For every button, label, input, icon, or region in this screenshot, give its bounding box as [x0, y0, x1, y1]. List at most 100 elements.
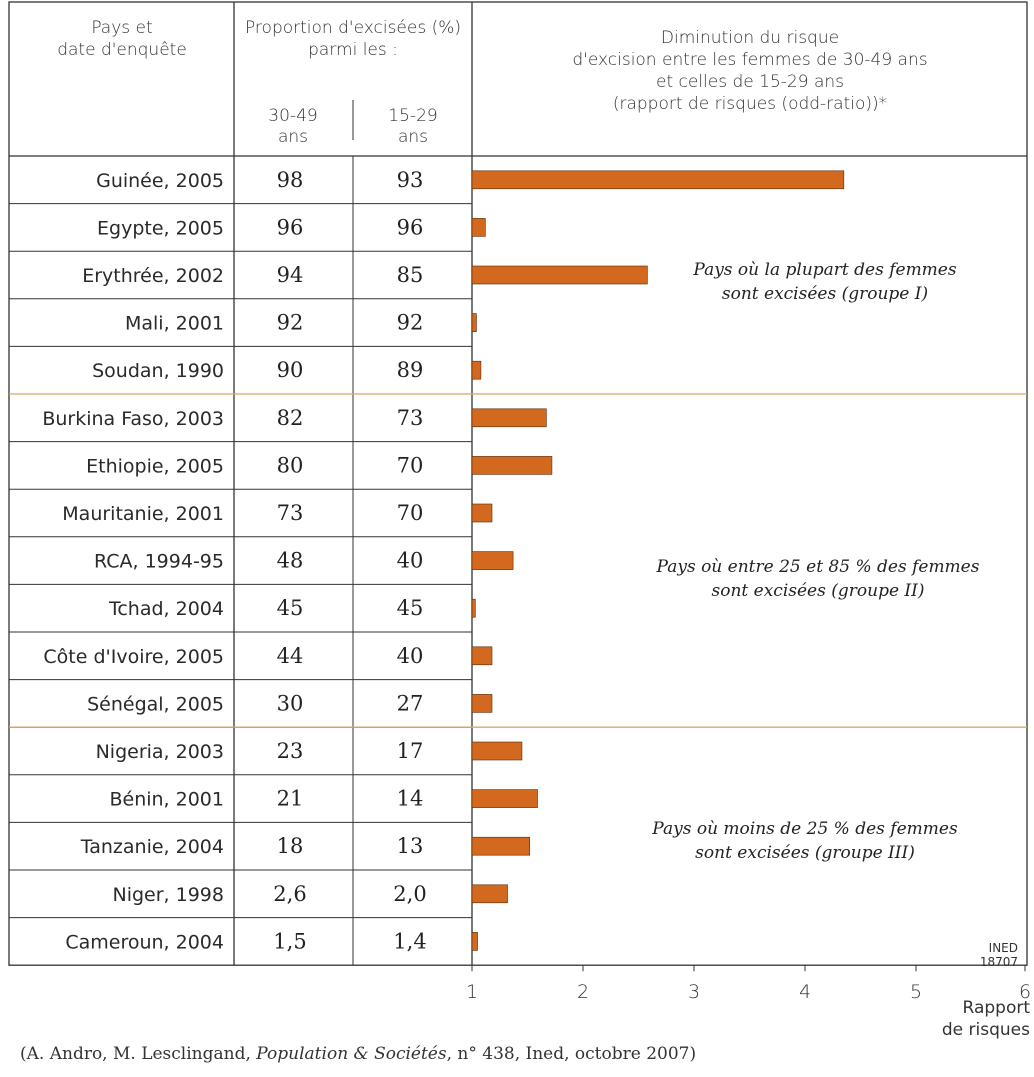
country-label: Burkina Faso, 2003 [42, 408, 224, 430]
bar [471, 932, 478, 951]
x-tick-label: 2 [577, 981, 589, 1003]
bar [471, 598, 476, 618]
bar [471, 789, 538, 808]
group-label: sont excisées (groupe III) [695, 843, 915, 863]
source-suffix: , n° 438, Ined, octobre 2007) [446, 1044, 697, 1064]
bar [471, 646, 493, 666]
value-15-29: 17 [397, 739, 424, 763]
bar [471, 884, 508, 904]
country-label: Soudan, 1990 [92, 360, 224, 382]
bar [471, 170, 845, 190]
value-30-49: 21 [277, 787, 304, 811]
age-15-29-header: ans [398, 127, 428, 147]
value-15-29: 70 [397, 501, 424, 525]
x-tick-label: 5 [910, 981, 922, 1003]
risk-header: d'excision entre les femmes de 30-49 ans [572, 50, 927, 70]
value-15-29: 92 [397, 311, 424, 335]
value-30-49: 45 [277, 596, 304, 620]
value-30-49: 30 [277, 691, 304, 715]
outer-border [8, 1, 1028, 966]
table-rows: Guinée, 2005 98 93 Egypte, 2005 96 96 Erythrée… [42, 168, 426, 954]
value-30-49: 73 [277, 501, 304, 525]
value-15-29: 85 [397, 263, 424, 287]
ined-number: 18707 [980, 955, 1018, 969]
country-label: Guinée, 2005 [96, 170, 224, 192]
bar [471, 408, 547, 428]
value-15-29: 13 [397, 834, 424, 858]
proportion-header: Proportion d'excisées (%) [245, 18, 461, 38]
group-label: Pays où moins de 25 % des femmes [651, 819, 958, 839]
value-15-29: 14 [397, 787, 424, 811]
value-30-49: 90 [277, 358, 304, 382]
age-15-29-header: 15-29 [388, 106, 437, 126]
value-30-49: 80 [277, 453, 304, 477]
proportion-header: parmi les : [308, 40, 398, 60]
group-label: sont excisées (groupe II) [712, 581, 925, 601]
value-30-49: 82 [277, 406, 304, 430]
bar [471, 313, 477, 332]
country-label: Côte d'Ivoire, 2005 [43, 646, 224, 668]
value-30-49: 94 [277, 263, 304, 287]
value-30-49: 98 [277, 168, 304, 192]
source-journal: Population & Sociétés [256, 1044, 447, 1064]
country-header: date d'enquête [57, 40, 187, 60]
table-frame [8, 1, 1028, 966]
value-30-49: 1,5 [273, 929, 306, 953]
bar [471, 836, 531, 856]
value-15-29: 70 [397, 453, 424, 477]
value-30-49: 92 [277, 311, 304, 335]
group-label: sont excisées (groupe I) [722, 284, 928, 304]
risk-header: (rapport de risques (odd-ratio))* [613, 94, 887, 114]
age-30-49-header: 30-49 [268, 106, 317, 126]
country-label: Niger, 1998 [113, 884, 225, 906]
value-30-49: 18 [277, 834, 304, 858]
group-label: Pays où entre 25 et 85 % des femmes [656, 557, 980, 577]
value-15-29: 96 [397, 215, 424, 239]
value-15-29: 2,0 [393, 882, 426, 906]
value-15-29: 93 [397, 168, 424, 192]
value-15-29: 89 [397, 358, 424, 382]
value-30-49: 44 [277, 644, 304, 668]
country-header: Pays et [91, 18, 152, 38]
bar [471, 551, 514, 570]
country-label: Ethiopie, 2005 [86, 455, 224, 477]
country-label: Bénin, 2001 [109, 789, 224, 811]
country-label: Tanzanie, 2004 [80, 836, 224, 858]
ined-label: INED [989, 941, 1018, 955]
x-axis-label: de risques [942, 1020, 1030, 1040]
country-label: Mali, 2001 [125, 313, 224, 335]
country-label: Erythrée, 2002 [82, 265, 224, 287]
country-label: Cameroun, 2004 [65, 931, 224, 953]
country-label: Nigeria, 2003 [96, 741, 224, 763]
bar [471, 265, 648, 285]
age-30-49-header: ans [278, 127, 308, 147]
risk-header: Diminution du risque [661, 28, 839, 48]
source-citation: (A. Andro, M. Lesclingand, Population & … [20, 1044, 696, 1064]
value-15-29: 45 [397, 596, 424, 620]
value-30-49: 96 [277, 215, 304, 239]
bar [471, 503, 493, 523]
value-15-29: 27 [397, 691, 424, 715]
country-label: Sénégal, 2005 [87, 693, 224, 715]
group-label: Pays où la plupart des femmes [692, 260, 956, 280]
source-prefix: (A. Andro, M. Lesclingand, [20, 1044, 257, 1064]
value-15-29: 40 [397, 644, 424, 668]
country-label: Mauritanie, 2001 [62, 503, 224, 525]
x-tick-label: 6 [1019, 981, 1031, 1003]
x-tick-label: 1 [466, 981, 478, 1003]
country-label: Egypte, 2005 [97, 217, 224, 239]
country-label: RCA, 1994-95 [94, 551, 224, 573]
value-30-49: 48 [277, 549, 304, 573]
bar [471, 360, 482, 380]
x-axis-label: Rapport [963, 998, 1031, 1018]
value-30-49: 2,6 [273, 882, 306, 906]
country-label: Tchad, 2004 [108, 598, 224, 620]
bar [471, 218, 486, 237]
bars [471, 170, 845, 951]
bar [471, 741, 523, 761]
bar [471, 694, 493, 713]
value-30-49: 23 [277, 739, 304, 763]
x-tick-label: 3 [688, 981, 700, 1003]
